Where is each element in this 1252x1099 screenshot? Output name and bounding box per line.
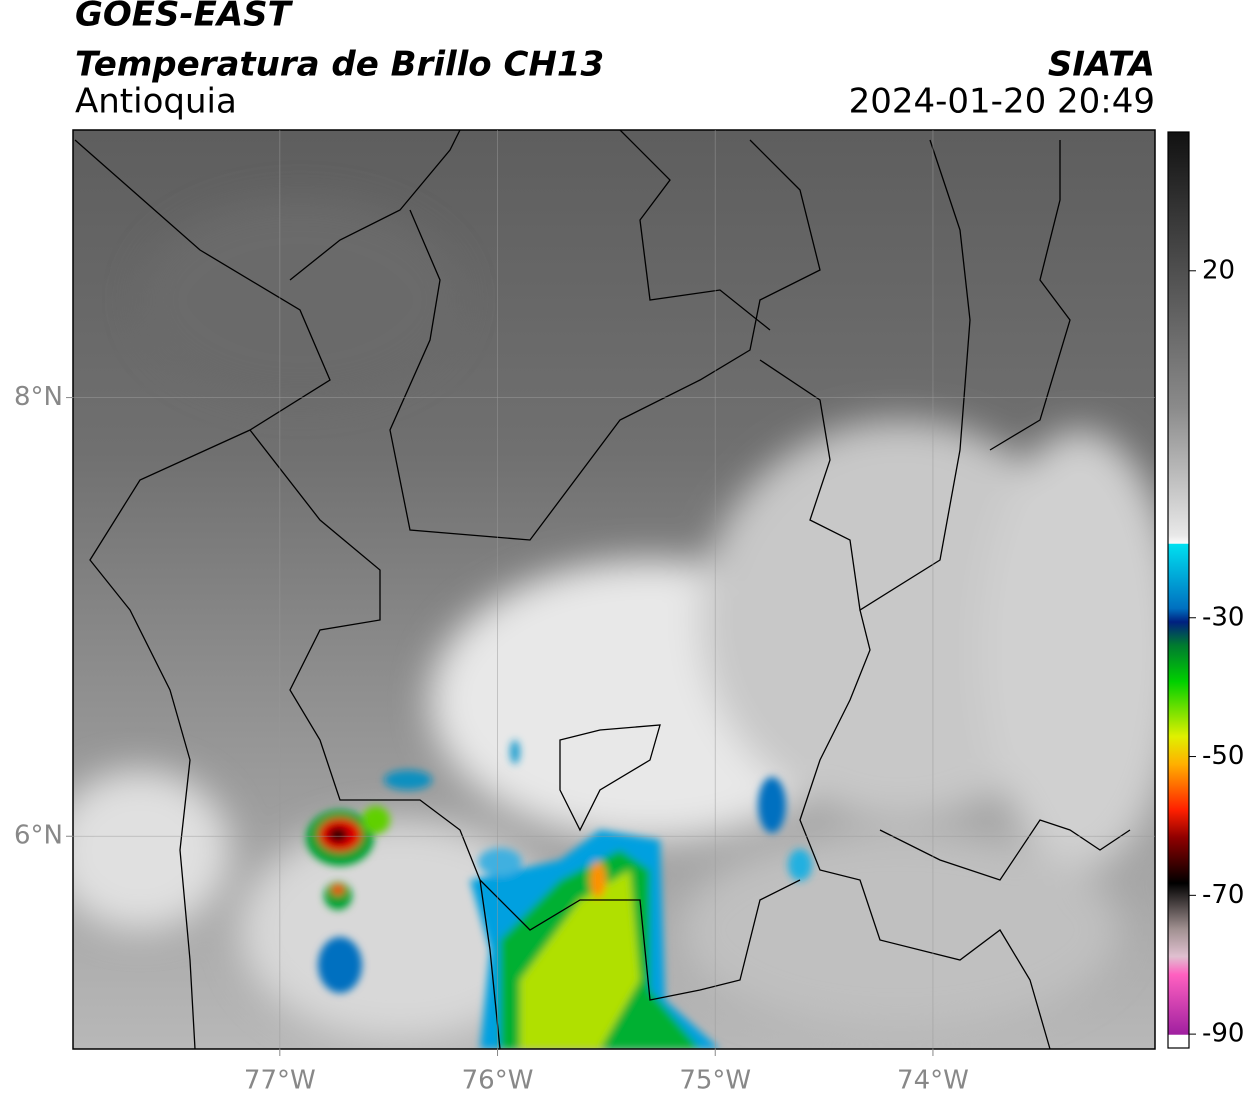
x-tick-label: 77°W: [244, 1066, 316, 1096]
colorbar-label: -90: [1202, 1019, 1244, 1049]
x-tick-label: 76°W: [462, 1066, 534, 1096]
colorbar: [1167, 131, 1190, 1049]
map-image: [73, 130, 1155, 1049]
source: SIATA: [1048, 45, 1155, 85]
colorbar-label: -70: [1202, 880, 1244, 910]
subtitle: Temperatura de Brillo CH13: [75, 45, 604, 85]
x-tick-label: 75°W: [679, 1066, 751, 1096]
region: Antioquia: [75, 82, 237, 122]
datetime: 2024-01-20 20:49: [849, 82, 1155, 122]
map-frame: [72, 129, 1156, 1050]
colorbar-label: -30: [1202, 602, 1244, 632]
x-tick-label: 74°W: [897, 1066, 969, 1096]
title: GOES-EAST: [75, 0, 294, 35]
colorbar-label: -50: [1202, 741, 1244, 771]
y-tick-label: 6°N: [14, 821, 63, 851]
y-tick-label: 8°N: [14, 382, 63, 412]
boundaries: [74, 130, 1131, 1049]
colorbar-label: 20: [1202, 255, 1235, 285]
